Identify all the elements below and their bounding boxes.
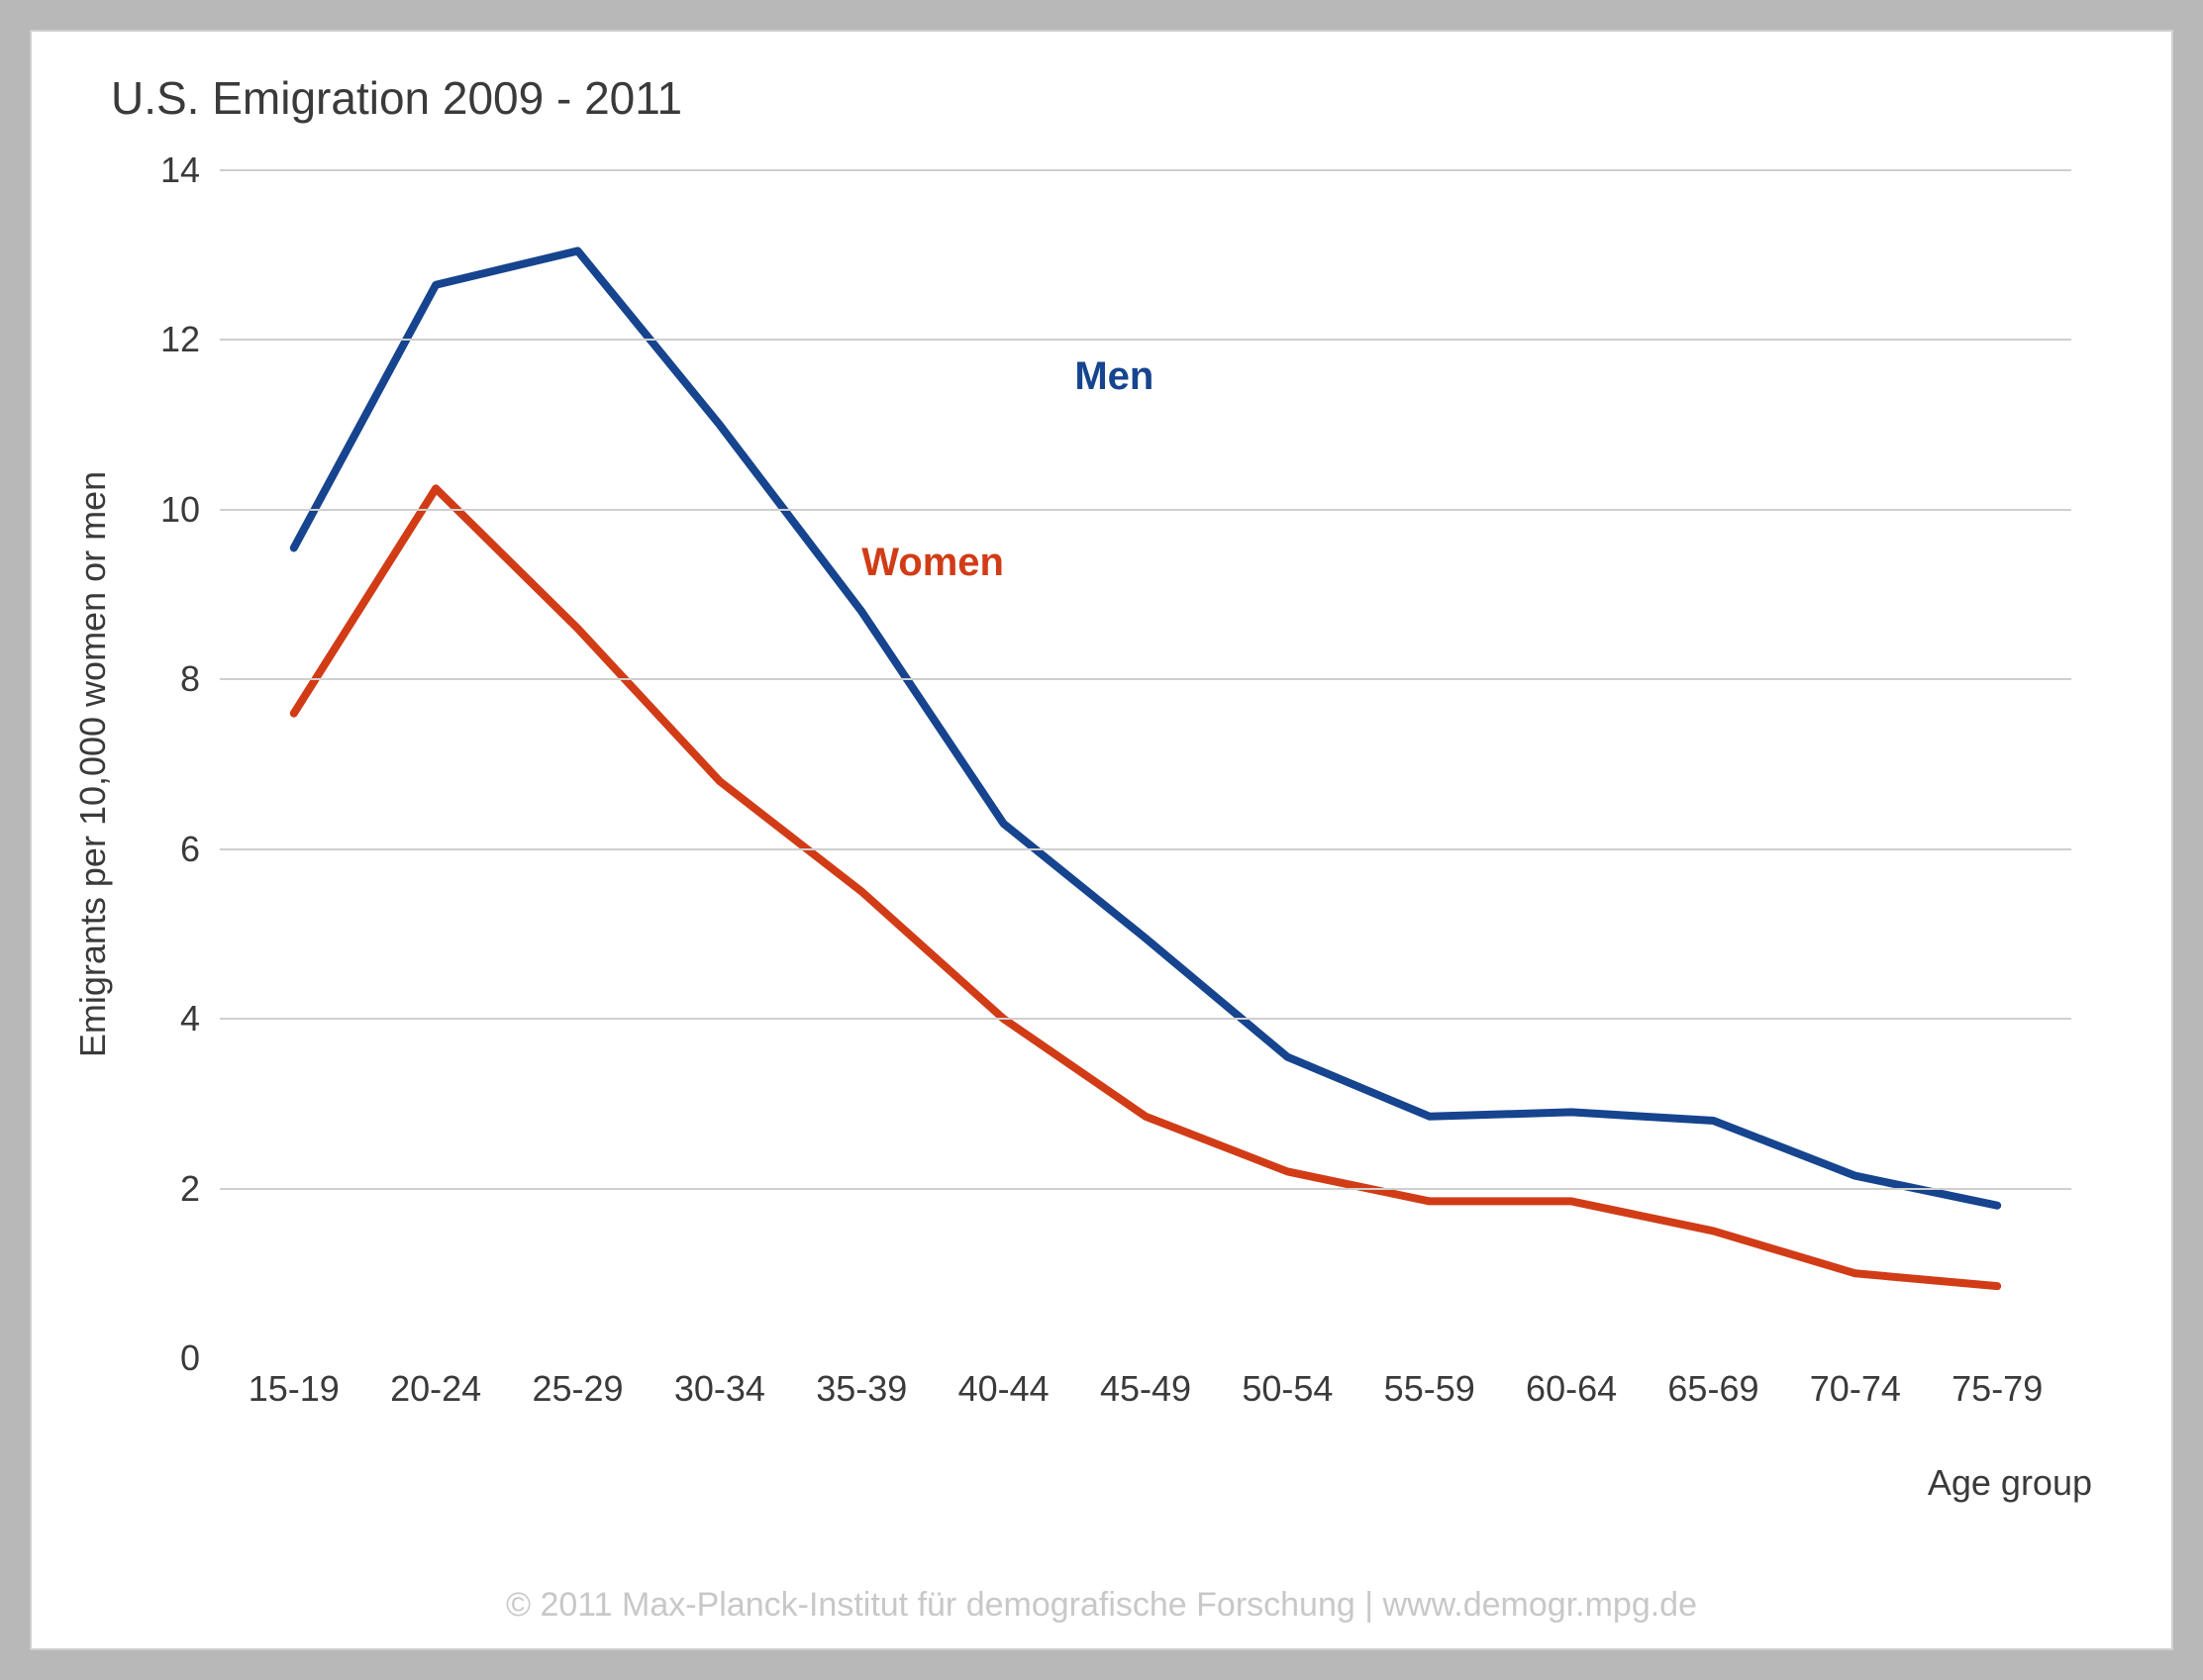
- gridline: [220, 339, 2071, 341]
- y-tick-label: 14: [121, 149, 200, 191]
- x-tick-label: 45-49: [1100, 1368, 1191, 1410]
- y-tick-label: 0: [121, 1337, 200, 1379]
- gridline: [220, 1018, 2071, 1020]
- series-line-women: [294, 488, 1997, 1286]
- chart-frame: U.S. Emigration 2009 - 2011 Emigrants pe…: [30, 30, 2173, 1650]
- x-tick-label: 40-44: [958, 1368, 1050, 1410]
- gridline: [220, 509, 2071, 511]
- series-label-men: Men: [1074, 354, 1153, 399]
- y-axis-label: Emigrants per 10,000 women or men: [72, 471, 114, 1057]
- x-tick-label: 25-29: [532, 1368, 623, 1410]
- x-tick-label: 30-34: [674, 1368, 765, 1410]
- x-axis-label: Age group: [1928, 1462, 2092, 1504]
- chart-title: U.S. Emigration 2009 - 2011: [111, 71, 682, 125]
- x-tick-label: 60-64: [1526, 1368, 1617, 1410]
- y-tick-label: 10: [121, 489, 200, 531]
- x-tick-label: 15-19: [249, 1368, 340, 1410]
- x-tick-label: 55-59: [1384, 1368, 1475, 1410]
- gridline: [220, 848, 2071, 850]
- x-tick-label: 20-24: [390, 1368, 481, 1410]
- line-layer: [220, 170, 2071, 1358]
- y-tick-label: 6: [121, 829, 200, 870]
- y-tick-label: 8: [121, 658, 200, 700]
- y-tick-label: 4: [121, 998, 200, 1039]
- x-tick-label: 65-69: [1667, 1368, 1758, 1410]
- gridline: [220, 1188, 2071, 1190]
- footer-credit: © 2011 Max-Planck-Institut für demografi…: [32, 1586, 2171, 1625]
- gridline: [220, 678, 2071, 680]
- y-tick-label: 2: [121, 1168, 200, 1210]
- plot-area: Emigrants per 10,000 women or men 024681…: [220, 170, 2071, 1358]
- x-tick-label: 75-79: [1952, 1368, 2043, 1410]
- x-tick-label: 50-54: [1242, 1368, 1333, 1410]
- series-label-women: Women: [861, 541, 1004, 585]
- x-tick-label: 35-39: [816, 1368, 907, 1410]
- y-tick-label: 12: [121, 319, 200, 360]
- gridline: [220, 169, 2071, 171]
- x-tick-label: 70-74: [1810, 1368, 1901, 1410]
